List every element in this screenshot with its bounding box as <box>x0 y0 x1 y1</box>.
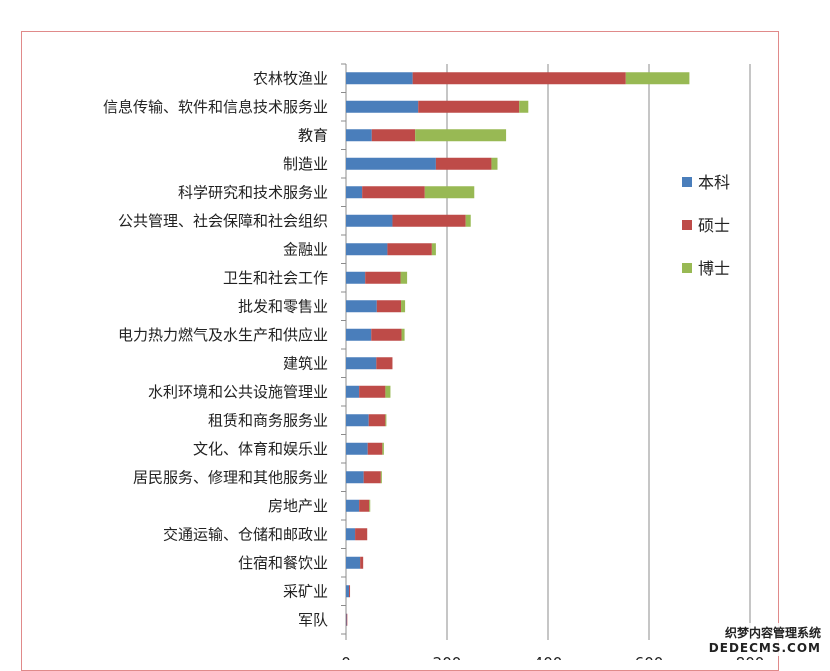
category-label: 卫生和社会工作 <box>223 269 328 287</box>
legend-swatch <box>682 220 692 230</box>
category-label: 交通运输、仓储和邮政业 <box>163 525 328 543</box>
bar-segment <box>368 414 386 427</box>
category-label: 农林牧渔业 <box>253 69 328 87</box>
bar-segment <box>387 243 432 256</box>
category-label: 公共管理、社会保障和社会组织 <box>118 212 328 230</box>
bar-segment <box>346 385 360 398</box>
bar-segment <box>435 157 492 170</box>
bar-segment <box>376 357 393 370</box>
bar-segment <box>346 357 377 370</box>
bar-segment <box>519 100 529 113</box>
bar-segment <box>371 129 416 142</box>
legend-label: 硕士 <box>698 216 730 235</box>
category-label: 电力热力燃气及水生产和供应业 <box>118 326 328 344</box>
bar-segment <box>359 499 370 512</box>
bar-segment <box>346 214 393 227</box>
bar-segment <box>491 157 498 170</box>
bar-segment <box>401 300 406 313</box>
bar-segment <box>346 129 372 142</box>
category-label: 教育 <box>298 126 328 144</box>
bar-segment <box>400 271 408 284</box>
x-tick-label: 0 <box>341 654 351 660</box>
bar-segment <box>412 72 626 85</box>
bar-segment <box>346 528 356 541</box>
watermark: 织梦内容管理系统 DEDECMS.COM <box>705 623 824 656</box>
category-label: 租赁和商务服务业 <box>208 411 328 429</box>
legend-label: 本科 <box>698 173 730 192</box>
watermark-text: 织梦内容管理系统 <box>724 626 821 640</box>
bar-segment <box>346 186 363 199</box>
bar-segment <box>346 243 388 256</box>
bar-segment <box>346 157 436 170</box>
bar-segment <box>465 214 471 227</box>
category-label: 制造业 <box>283 155 328 173</box>
category-label: 水利环境和公共设施管理业 <box>148 383 328 401</box>
bar-segment <box>346 585 350 598</box>
category-label: 批发和零售业 <box>238 297 328 315</box>
bar-segment <box>346 300 377 313</box>
bar-segment <box>359 385 386 398</box>
bar-segment <box>360 556 364 569</box>
bar-segment <box>346 613 347 626</box>
category-label: 金融业 <box>283 240 328 258</box>
bar-segment <box>346 100 419 113</box>
bar-segment <box>363 471 381 484</box>
watermark-domain: DEDECMS.COM <box>708 641 821 655</box>
bar-segment <box>392 214 466 227</box>
bar-segment <box>424 186 475 199</box>
legend-swatch <box>682 177 692 187</box>
legend-label: 博士 <box>698 259 730 278</box>
x-tick-label: 200 <box>433 654 462 660</box>
category-label: 信息传输、软件和信息技术服务业 <box>103 98 328 116</box>
x-tick-label: 600 <box>635 654 664 660</box>
x-tick-label: 400 <box>534 654 563 660</box>
bar-segment <box>380 471 382 484</box>
category-label: 住宿和餐饮业 <box>238 554 328 572</box>
bar-segment <box>346 328 372 341</box>
category-label: 建筑业 <box>283 354 328 372</box>
category-label: 房地产业 <box>268 497 328 515</box>
bar-segment <box>382 442 384 455</box>
category-label: 居民服务、修理和其他服务业 <box>133 468 328 486</box>
category-label: 文化、体育和娱乐业 <box>193 440 328 458</box>
bar-segment <box>355 528 368 541</box>
bar-segment <box>349 585 351 598</box>
legend-swatch <box>682 263 692 273</box>
bar-segment <box>431 243 436 256</box>
bar-segment <box>401 328 405 341</box>
bar-segment <box>346 499 360 512</box>
category-label: 科学研究和技术服务业 <box>178 183 328 201</box>
bar-segment <box>346 72 413 85</box>
bar-segment <box>625 72 690 85</box>
x-tick-label: 800 <box>736 654 765 660</box>
bar-segment <box>385 414 387 427</box>
bar-segment <box>346 271 366 284</box>
bar-segment <box>365 271 401 284</box>
bar-segment <box>346 442 368 455</box>
bar-segment <box>346 414 369 427</box>
bar-segment <box>385 385 391 398</box>
bar-segment <box>346 471 364 484</box>
bar-segment <box>346 613 348 626</box>
bar-segment <box>362 186 425 199</box>
bar-segment <box>376 300 402 313</box>
category-label: 采矿业 <box>283 582 328 600</box>
bar-segment <box>367 442 383 455</box>
bar-segment <box>415 129 507 142</box>
bar-segment <box>371 328 402 341</box>
category-label: 军队 <box>298 611 328 629</box>
bar-segment <box>369 499 371 512</box>
bar-segment <box>346 556 361 569</box>
bar-segment <box>418 100 520 113</box>
